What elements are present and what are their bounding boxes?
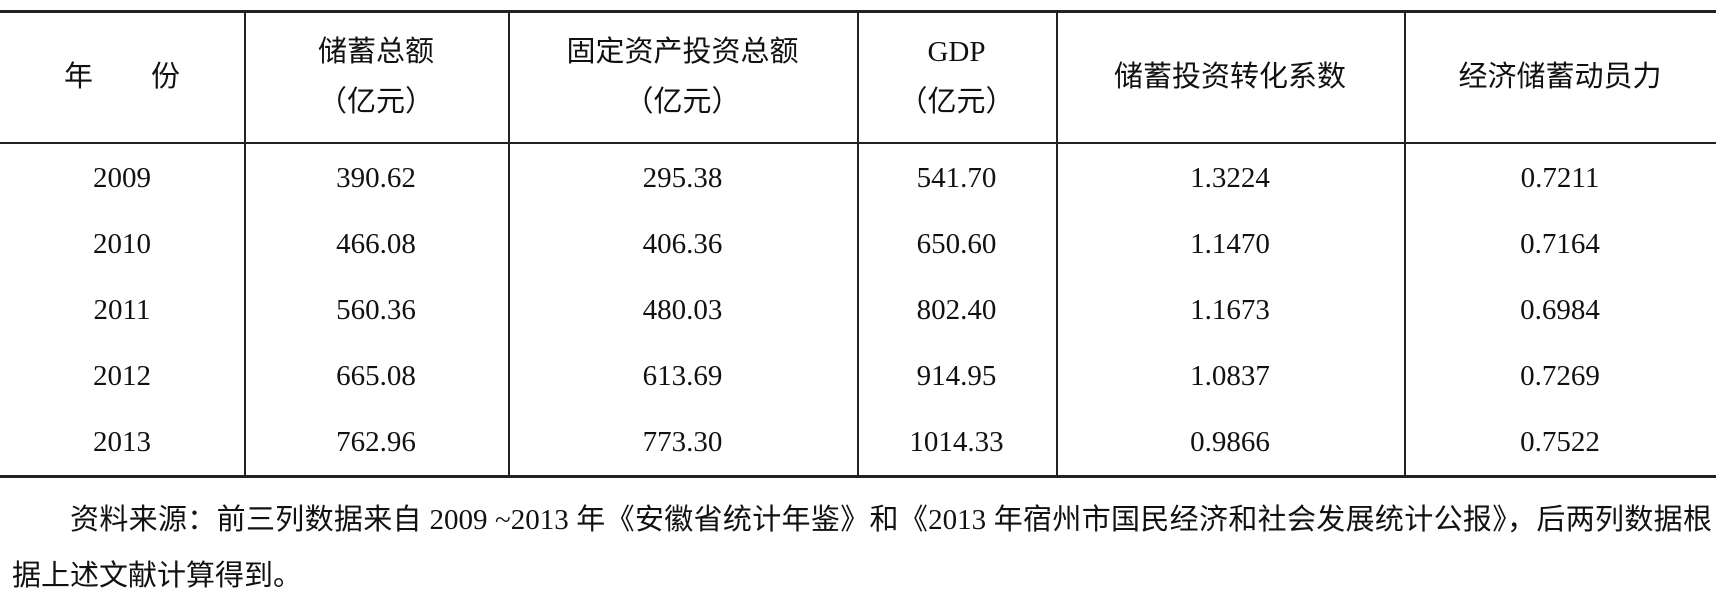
table-cell: 2013 — [93, 426, 151, 458]
table-cell: 390.62 — [336, 162, 416, 194]
table-cell: 295.38 — [642, 162, 723, 194]
header-cell: 经济储蓄动员力 — [1404, 12, 1716, 142]
table-cell: 1.1673 — [1190, 294, 1270, 326]
table-cell: 480.03 — [642, 294, 723, 326]
table-cell: 406.36 — [642, 228, 723, 260]
header-text: 储蓄总额 — [317, 36, 434, 68]
column-rule — [1056, 12, 1058, 476]
table-cell: 1014.33 — [909, 426, 1004, 458]
header-cell: 储蓄投资转化系数 — [1056, 12, 1404, 142]
header-text: GDP — [927, 36, 986, 68]
table-cell: 2012 — [93, 360, 151, 392]
header-text: （亿元） — [624, 86, 741, 118]
table-cell: 2011 — [93, 294, 151, 326]
header-cell: 储蓄总额 （亿元） — [244, 12, 508, 142]
table-cell: 0.7164 — [1520, 228, 1600, 260]
column-rule — [1404, 12, 1406, 476]
table-cell: 2009 — [93, 162, 151, 194]
table-cell: 1.3224 — [1190, 162, 1270, 194]
header-cell: GDP （亿元） — [857, 12, 1056, 142]
table-cell: 466.08 — [336, 228, 416, 260]
table-cell: 0.9866 — [1190, 426, 1270, 458]
table-cell: 0.6984 — [1520, 294, 1600, 326]
table-cell: 560.36 — [336, 294, 416, 326]
bottom-rule — [0, 475, 1716, 478]
table-cell: 541.70 — [916, 162, 997, 194]
header-text: 储蓄投资转化系数 — [1113, 61, 1346, 93]
header-text: 经济储蓄动员力 — [1458, 61, 1662, 93]
header-text: （亿元） — [317, 86, 434, 118]
table-cell: 1.1470 — [1190, 228, 1270, 260]
table-cell: 0.7522 — [1520, 426, 1600, 458]
header-cell: 年 份 — [0, 12, 244, 142]
column-rule — [508, 12, 510, 476]
header-text: （亿元） — [898, 86, 1015, 118]
column-rule — [244, 12, 246, 476]
table-cell: 914.95 — [916, 360, 997, 392]
table-cell: 613.69 — [642, 360, 723, 392]
table-cell: 2010 — [93, 228, 151, 260]
table-cell: 762.96 — [336, 426, 416, 458]
table-cell: 773.30 — [642, 426, 723, 458]
column-rule — [857, 12, 859, 476]
header-text: 固定资产投资总额 — [566, 36, 799, 68]
top-rule — [0, 10, 1716, 13]
table-cell: 0.7269 — [1520, 360, 1600, 392]
table-cell: 665.08 — [336, 360, 416, 392]
header-cell: 固定资产投资总额 （亿元） — [508, 12, 857, 142]
table-cell: 1.0837 — [1190, 360, 1270, 392]
table-cell: 0.7211 — [1520, 162, 1600, 194]
footnote: 资料来源：前三列数据来自 2009 ~2013 年《安徽省统计年鉴》和《2013… — [12, 504, 1712, 592]
table-cell: 650.60 — [916, 228, 997, 260]
header-text: 年 份 — [63, 61, 180, 93]
table-cell: 802.40 — [916, 294, 997, 326]
